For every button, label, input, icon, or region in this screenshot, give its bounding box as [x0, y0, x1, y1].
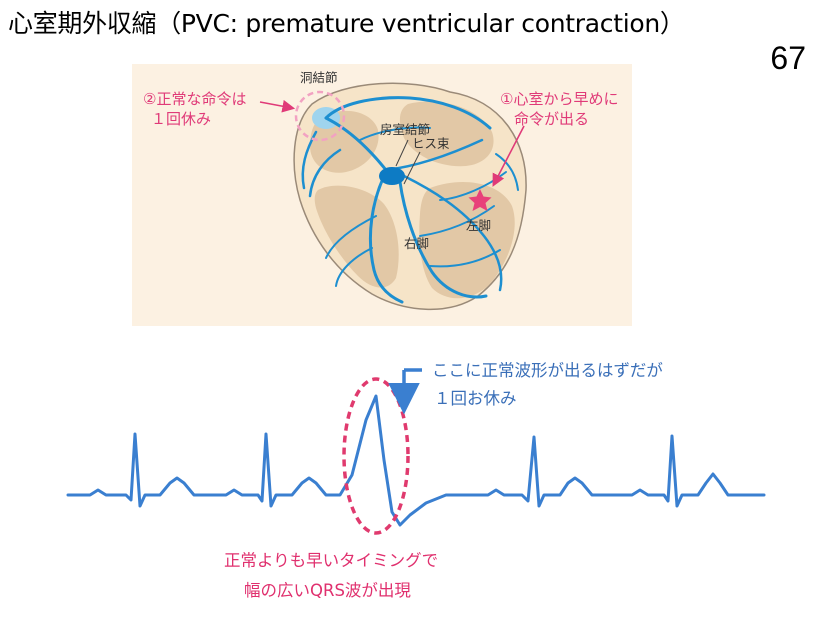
right-bundle-label: 右脚 [404, 236, 429, 251]
heart [259, 82, 527, 311]
av-node-label: 房室結節 [380, 122, 430, 137]
callout-right-line1: ①心室から早めに [500, 90, 618, 108]
page-number: 67 [770, 40, 806, 76]
ecg-trace [66, 394, 766, 527]
left-ventricle [419, 182, 515, 299]
ecg-note-bottom-line2: 幅の広いQRS波が出現 [244, 581, 411, 600]
av-node [379, 167, 405, 185]
callout-right-line2: 命令が出る [514, 110, 589, 128]
left-bundle-label: 左脚 [466, 218, 491, 233]
callout-left-line1: ②正常な命令は [143, 90, 246, 108]
av-node-pointer [395, 139, 409, 167]
right-ventricle [314, 185, 399, 288]
sa-node-label: 洞結節 [300, 70, 338, 85]
slide-title: 心室期外収縮（PVC: premature ventricular contra… [8, 9, 685, 38]
left-atrium [399, 101, 494, 167]
ecg-note-top-line1: ここに正常波形が出るはずだが [432, 361, 663, 380]
conduction-system [301, 96, 519, 304]
pvc-origin-star [468, 189, 492, 211]
his-bundle-label: ヒス束 [412, 136, 450, 151]
ecg-note-bottom-line1: 正常よりも早いタイミングで [224, 551, 438, 570]
sa-node-dashed-circle [294, 90, 346, 142]
pvc-highlight-dashed-ellipse [342, 377, 410, 535]
callout-left-arrow [259, 99, 296, 113]
callout-right-arrow [492, 125, 525, 187]
callout-left-line2: １回休み [151, 110, 211, 128]
ecg-note-top-line2: １回お休み [434, 389, 517, 408]
his-bundle-pointer [403, 151, 421, 185]
